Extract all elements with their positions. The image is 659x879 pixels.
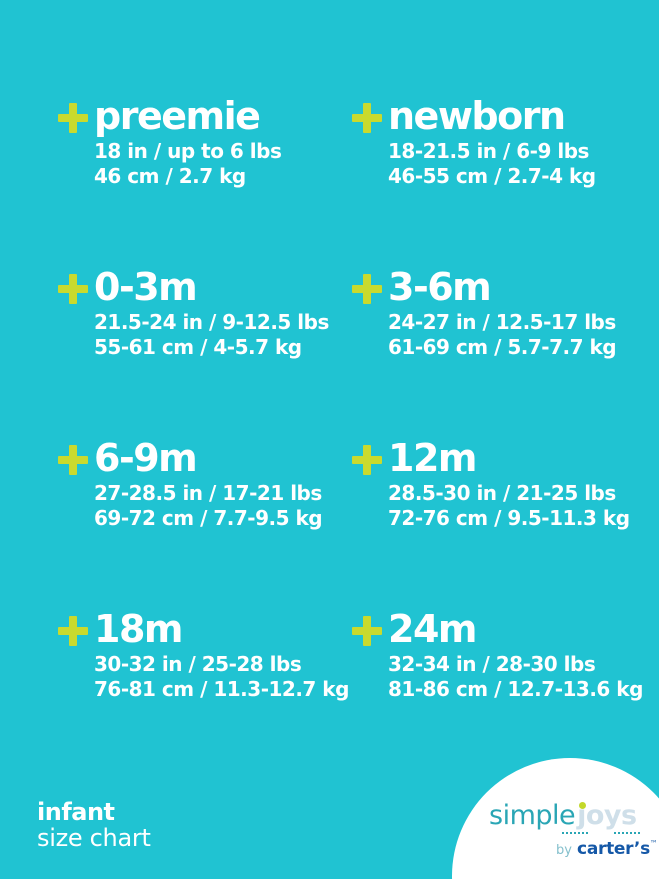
brand-joys-text: joys bbox=[577, 800, 637, 831]
size-metric: 61-69 cm / 5.7-7.7 kg bbox=[388, 335, 617, 359]
size-metric: 55-61 cm / 4-5.7 kg bbox=[94, 335, 302, 359]
size-name: newborn bbox=[388, 94, 566, 138]
brand-simple-text: simple bbox=[489, 800, 576, 831]
size-imperial: 30-32 in / 25-28 lbs bbox=[94, 652, 302, 676]
size-entry-12m: 12m 28.5-30 in / 21-25 lbs 72-76 cm / 9.… bbox=[352, 438, 643, 609]
dotted-segment-left bbox=[562, 832, 588, 834]
plus-icon bbox=[58, 274, 88, 304]
size-name: 24m bbox=[388, 607, 477, 651]
size-grid: preemie 18 in / up to 6 lbs 46 cm / 2.7 … bbox=[58, 96, 643, 780]
size-entry-24m: 24m 32-34 in / 28-30 lbs 81-86 cm / 12.7… bbox=[352, 609, 643, 780]
size-entry-3-6m: 3-6m 24-27 in / 12.5-17 lbs 61-69 cm / 5… bbox=[352, 267, 643, 438]
plus-icon bbox=[58, 445, 88, 475]
plus-icon bbox=[58, 616, 88, 646]
byline-brand: carter’s bbox=[577, 839, 650, 859]
size-name: 6-9m bbox=[94, 436, 198, 480]
brand-byline: by carter’s™ bbox=[556, 839, 658, 859]
plus-icon bbox=[58, 103, 88, 133]
plus-icon bbox=[352, 445, 382, 475]
brand-wordmark: simplejoys bbox=[489, 801, 637, 831]
dotted-underline-icon bbox=[562, 832, 640, 837]
size-metric: 46 cm / 2.7 kg bbox=[94, 164, 246, 188]
size-imperial: 24-27 in / 12.5-17 lbs bbox=[388, 310, 616, 334]
j-dot-icon bbox=[579, 802, 587, 809]
dotted-segment-right bbox=[614, 832, 640, 834]
trademark-symbol: ™ bbox=[649, 839, 658, 848]
size-entry-newborn: newborn 18-21.5 in / 6-9 lbs 46-55 cm / … bbox=[352, 96, 643, 267]
chart-title-category: infant bbox=[37, 798, 115, 826]
size-entry-0-3m: 0-3m 21.5-24 in / 9-12.5 lbs 55-61 cm / … bbox=[58, 267, 352, 438]
size-metric: 46-55 cm / 2.7-4 kg bbox=[388, 164, 596, 188]
size-metric: 69-72 cm / 7.7-9.5 kg bbox=[94, 506, 323, 530]
size-metric: 72-76 cm / 9.5-11.3 kg bbox=[388, 506, 630, 530]
size-name: 0-3m bbox=[94, 265, 198, 309]
size-name: preemie bbox=[94, 94, 261, 138]
size-imperial: 18-21.5 in / 6-9 lbs bbox=[388, 139, 589, 163]
size-metric: 76-81 cm / 11.3-12.7 kg bbox=[94, 677, 349, 701]
size-imperial: 21.5-24 in / 9-12.5 lbs bbox=[94, 310, 329, 334]
plus-icon bbox=[352, 103, 382, 133]
size-imperial: 18 in / up to 6 lbs bbox=[94, 139, 282, 163]
size-name: 3-6m bbox=[388, 265, 492, 309]
chart-title: infant size chart bbox=[37, 799, 151, 851]
plus-icon bbox=[352, 274, 382, 304]
size-imperial: 27-28.5 in / 17-21 lbs bbox=[94, 481, 322, 505]
size-metric: 81-86 cm / 12.7-13.6 kg bbox=[388, 677, 643, 701]
size-entry-6-9m: 6-9m 27-28.5 in / 17-21 lbs 69-72 cm / 7… bbox=[58, 438, 352, 609]
plus-icon bbox=[352, 616, 382, 646]
brand-logo-circle: simplejoys by carter’s™ bbox=[452, 758, 659, 879]
size-name: 12m bbox=[388, 436, 477, 480]
size-entry-18m: 18m 30-32 in / 25-28 lbs 76-81 cm / 11.3… bbox=[58, 609, 352, 780]
size-entry-preemie: preemie 18 in / up to 6 lbs 46 cm / 2.7 … bbox=[58, 96, 352, 267]
size-imperial: 32-34 in / 28-30 lbs bbox=[388, 652, 596, 676]
chart-title-label: size chart bbox=[37, 824, 151, 852]
size-imperial: 28.5-30 in / 21-25 lbs bbox=[388, 481, 616, 505]
byline-prefix: by bbox=[556, 843, 572, 858]
size-name: 18m bbox=[94, 607, 183, 651]
